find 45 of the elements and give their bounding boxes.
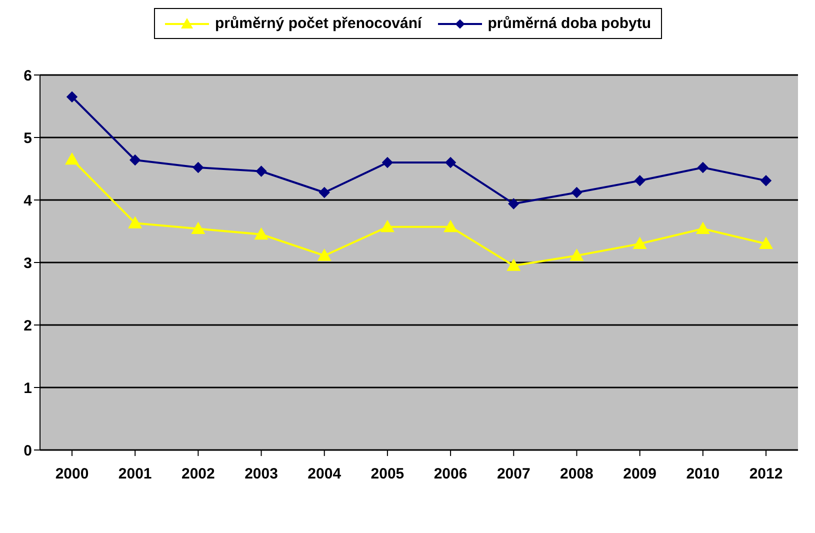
- point: [66, 91, 78, 102]
- x-tick-label: 2008: [560, 466, 594, 483]
- x-tick-label: 2007: [496, 466, 530, 483]
- point: [632, 236, 647, 249]
- point: [254, 227, 268, 240]
- x-tick-label: 2000: [55, 466, 89, 483]
- point: [444, 156, 456, 168]
- x-tick-label: 2006: [434, 466, 468, 483]
- y-tick-label: 1: [24, 380, 32, 397]
- point: [759, 236, 773, 249]
- point: [444, 220, 458, 232]
- x-tick-label: 2005: [370, 466, 404, 483]
- point: [696, 222, 710, 234]
- x-tick-label: 2004: [308, 466, 342, 483]
- point: [191, 222, 206, 234]
- legend-label: průměrný počet přenocování: [214, 15, 422, 32]
- y-tick-label: 6: [24, 67, 32, 84]
- y-tick-label: 3: [24, 254, 32, 272]
- x-tick-label: 2003: [244, 466, 278, 483]
- y-tick-label: 5: [24, 130, 32, 147]
- point: [508, 198, 520, 210]
- point: [256, 166, 267, 177]
- x-tick-label: 2010: [686, 466, 720, 483]
- point: [129, 154, 141, 166]
- x-tick-label: 2002: [181, 466, 215, 483]
- point: [65, 152, 79, 165]
- point: [318, 186, 330, 198]
- point: [382, 156, 394, 168]
- point: [506, 258, 521, 271]
- point: [760, 175, 772, 186]
- y-tick-label: 4: [24, 192, 33, 210]
- point: [697, 162, 709, 174]
- point: [192, 162, 204, 174]
- y-tick-label: 0: [24, 442, 32, 460]
- x-tick-label: 2012: [749, 466, 783, 483]
- point: [128, 216, 142, 228]
- point: [571, 186, 582, 198]
- y-tick-label: 2: [24, 317, 32, 334]
- legend-label: průměrná doba pobytu: [488, 15, 652, 32]
- point: [380, 220, 394, 232]
- x-tick-label: 2009: [623, 466, 657, 483]
- x-tick-label: 2001: [118, 466, 152, 483]
- point: [317, 248, 332, 261]
- point: [570, 248, 584, 261]
- point: [634, 175, 646, 186]
